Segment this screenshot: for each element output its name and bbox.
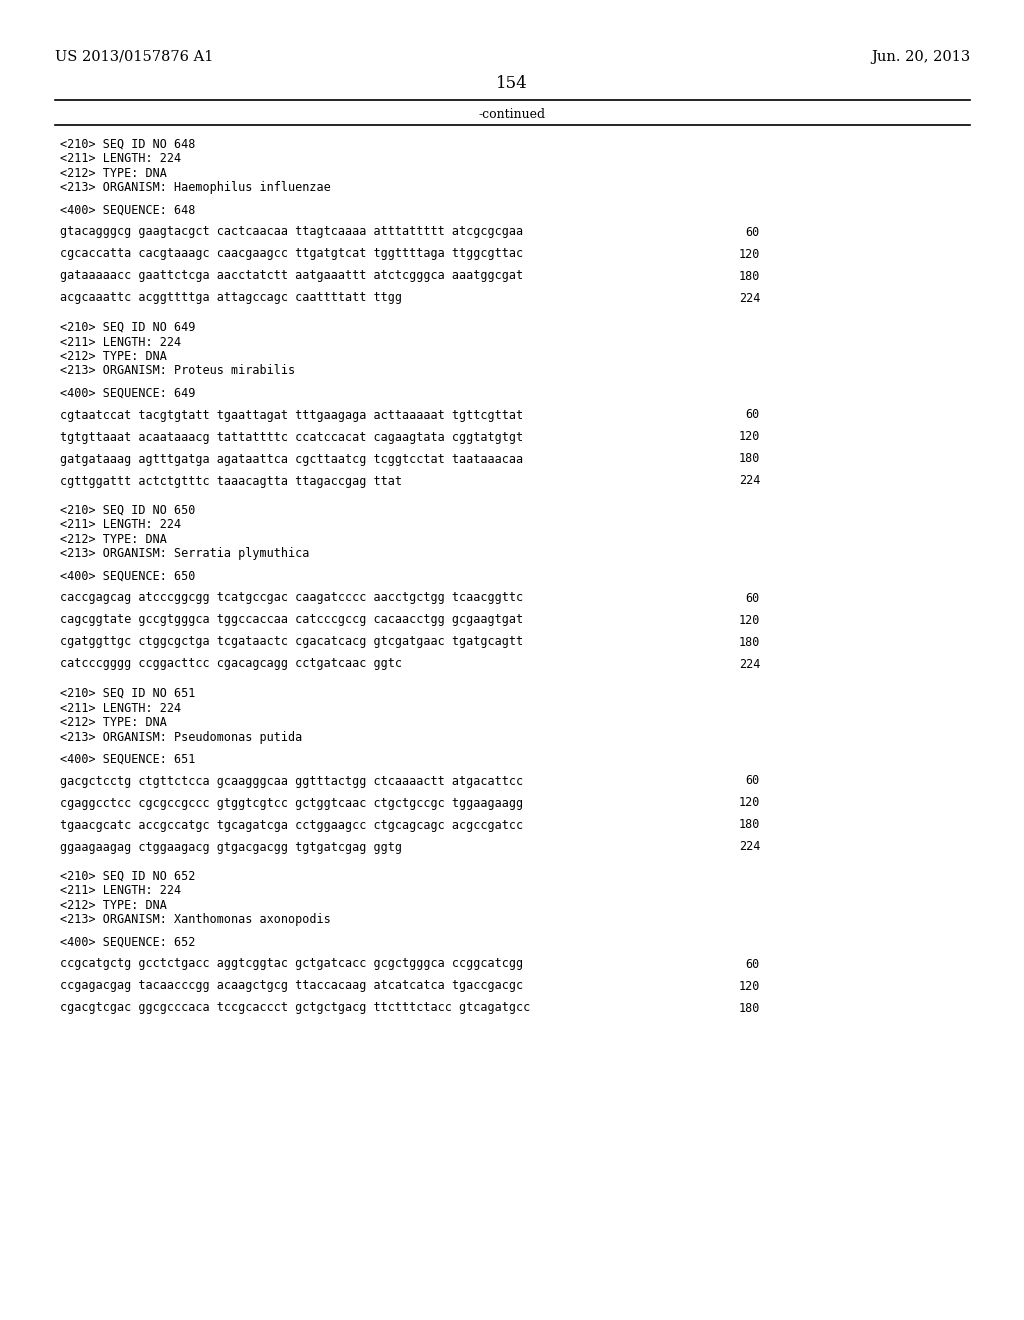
Text: cgcaccatta cacgtaaagc caacgaagcc ttgatgtcat tggttttaga ttggcgttac: cgcaccatta cacgtaaagc caacgaagcc ttgatgt… [60,248,523,260]
Text: catcccgggg ccggacttcc cgacagcagg cctgatcaac ggtc: catcccgggg ccggacttcc cgacagcagg cctgatc… [60,657,402,671]
Text: 60: 60 [745,775,760,788]
Text: tgtgttaaat acaataaacg tattattttc ccatccacat cagaagtata cggtatgtgt: tgtgttaaat acaataaacg tattattttc ccatcca… [60,430,523,444]
Text: -continued: -continued [478,108,546,121]
Text: <212> TYPE: DNA: <212> TYPE: DNA [60,168,167,180]
Text: caccgagcag atcccggcgg tcatgccgac caagatcccc aacctgctgg tcaacggttc: caccgagcag atcccggcgg tcatgccgac caagatc… [60,591,523,605]
Text: <400> SEQUENCE: 651: <400> SEQUENCE: 651 [60,752,196,766]
Text: cgacgtcgac ggcgcccaca tccgcaccct gctgctgacg ttctttctacc gtcagatgcc: cgacgtcgac ggcgcccaca tccgcaccct gctgctg… [60,1002,530,1015]
Text: <210> SEQ ID NO 649: <210> SEQ ID NO 649 [60,321,196,334]
Text: <213> ORGANISM: Xanthomonas axonopodis: <213> ORGANISM: Xanthomonas axonopodis [60,913,331,927]
Text: gataaaaacc gaattctcga aacctatctt aatgaaattt atctcgggca aaatggcgat: gataaaaacc gaattctcga aacctatctt aatgaaa… [60,269,523,282]
Text: <212> TYPE: DNA: <212> TYPE: DNA [60,533,167,546]
Text: <210> SEQ ID NO 651: <210> SEQ ID NO 651 [60,686,196,700]
Text: ccgcatgctg gcctctgacc aggtcggtac gctgatcacc gcgctgggca ccggcatcgg: ccgcatgctg gcctctgacc aggtcggtac gctgatc… [60,957,523,970]
Text: 60: 60 [745,957,760,970]
Text: cgatggttgc ctggcgctga tcgataactc cgacatcacg gtcgatgaac tgatgcagtt: cgatggttgc ctggcgctga tcgataactc cgacatc… [60,635,523,648]
Text: gtacagggcg gaagtacgct cactcaacaa ttagtcaaaa atttattttt atcgcgcgaa: gtacagggcg gaagtacgct cactcaacaa ttagtca… [60,226,523,239]
Text: ccgagacgag tacaacccgg acaagctgcg ttaccacaag atcatcatca tgaccgacgc: ccgagacgag tacaacccgg acaagctgcg ttaccac… [60,979,523,993]
Text: ggaagaagag ctggaagacg gtgacgacgg tgtgatcgag ggtg: ggaagaagag ctggaagacg gtgacgacgg tgtgatc… [60,841,402,854]
Text: 180: 180 [738,635,760,648]
Text: 180: 180 [738,269,760,282]
Text: <212> TYPE: DNA: <212> TYPE: DNA [60,715,167,729]
Text: 60: 60 [745,226,760,239]
Text: 224: 224 [738,657,760,671]
Text: <400> SEQUENCE: 648: <400> SEQUENCE: 648 [60,203,196,216]
Text: 180: 180 [738,1002,760,1015]
Text: <211> LENGTH: 224: <211> LENGTH: 224 [60,335,181,348]
Text: 120: 120 [738,796,760,809]
Text: Jun. 20, 2013: Jun. 20, 2013 [870,50,970,63]
Text: <210> SEQ ID NO 652: <210> SEQ ID NO 652 [60,870,196,883]
Text: <212> TYPE: DNA: <212> TYPE: DNA [60,899,167,912]
Text: <211> LENGTH: 224: <211> LENGTH: 224 [60,153,181,165]
Text: 224: 224 [738,474,760,487]
Text: gacgctcctg ctgttctcca gcaagggcaa ggtttactgg ctcaaaactt atgacattcc: gacgctcctg ctgttctcca gcaagggcaa ggtttac… [60,775,523,788]
Text: 60: 60 [745,408,760,421]
Text: 120: 120 [738,614,760,627]
Text: 224: 224 [738,292,760,305]
Text: acgcaaattc acggttttga attagccagc caattttatt ttgg: acgcaaattc acggttttga attagccagc caatttt… [60,292,402,305]
Text: <400> SEQUENCE: 649: <400> SEQUENCE: 649 [60,387,196,400]
Text: 120: 120 [738,248,760,260]
Text: <211> LENGTH: 224: <211> LENGTH: 224 [60,701,181,714]
Text: <211> LENGTH: 224: <211> LENGTH: 224 [60,884,181,898]
Text: <400> SEQUENCE: 652: <400> SEQUENCE: 652 [60,936,196,949]
Text: 224: 224 [738,841,760,854]
Text: 60: 60 [745,591,760,605]
Text: <210> SEQ ID NO 650: <210> SEQ ID NO 650 [60,504,196,517]
Text: tgaacgcatc accgccatgc tgcagatcga cctggaagcc ctgcagcagc acgccgatcc: tgaacgcatc accgccatgc tgcagatcga cctggaa… [60,818,523,832]
Text: gatgataaag agtttgatga agataattca cgcttaatcg tcggtcctat taataaacaa: gatgataaag agtttgatga agataattca cgcttaa… [60,453,523,466]
Text: <213> ORGANISM: Proteus mirabilis: <213> ORGANISM: Proteus mirabilis [60,364,295,378]
Text: 180: 180 [738,453,760,466]
Text: <213> ORGANISM: Pseudomonas putida: <213> ORGANISM: Pseudomonas putida [60,730,302,743]
Text: <212> TYPE: DNA: <212> TYPE: DNA [60,350,167,363]
Text: cagcggtate gccgtgggca tggccaccaa catcccgccg cacaacctgg gcgaagtgat: cagcggtate gccgtgggca tggccaccaa catcccg… [60,614,523,627]
Text: 120: 120 [738,430,760,444]
Text: <400> SEQUENCE: 650: <400> SEQUENCE: 650 [60,569,196,582]
Text: 154: 154 [496,75,528,92]
Text: 120: 120 [738,979,760,993]
Text: <213> ORGANISM: Serratia plymuthica: <213> ORGANISM: Serratia plymuthica [60,548,309,561]
Text: US 2013/0157876 A1: US 2013/0157876 A1 [55,50,213,63]
Text: <211> LENGTH: 224: <211> LENGTH: 224 [60,519,181,532]
Text: 180: 180 [738,818,760,832]
Text: cgtaatccat tacgtgtatt tgaattagat tttgaagaga acttaaaaat tgttcgttat: cgtaatccat tacgtgtatt tgaattagat tttgaag… [60,408,523,421]
Text: <213> ORGANISM: Haemophilus influenzae: <213> ORGANISM: Haemophilus influenzae [60,181,331,194]
Text: cgaggcctcc cgcgccgccc gtggtcgtcc gctggtcaac ctgctgccgc tggaagaagg: cgaggcctcc cgcgccgccc gtggtcgtcc gctggtc… [60,796,523,809]
Text: cgttggattt actctgtttc taaacagtta ttagaccgag ttat: cgttggattt actctgtttc taaacagtta ttagacc… [60,474,402,487]
Text: <210> SEQ ID NO 648: <210> SEQ ID NO 648 [60,139,196,150]
